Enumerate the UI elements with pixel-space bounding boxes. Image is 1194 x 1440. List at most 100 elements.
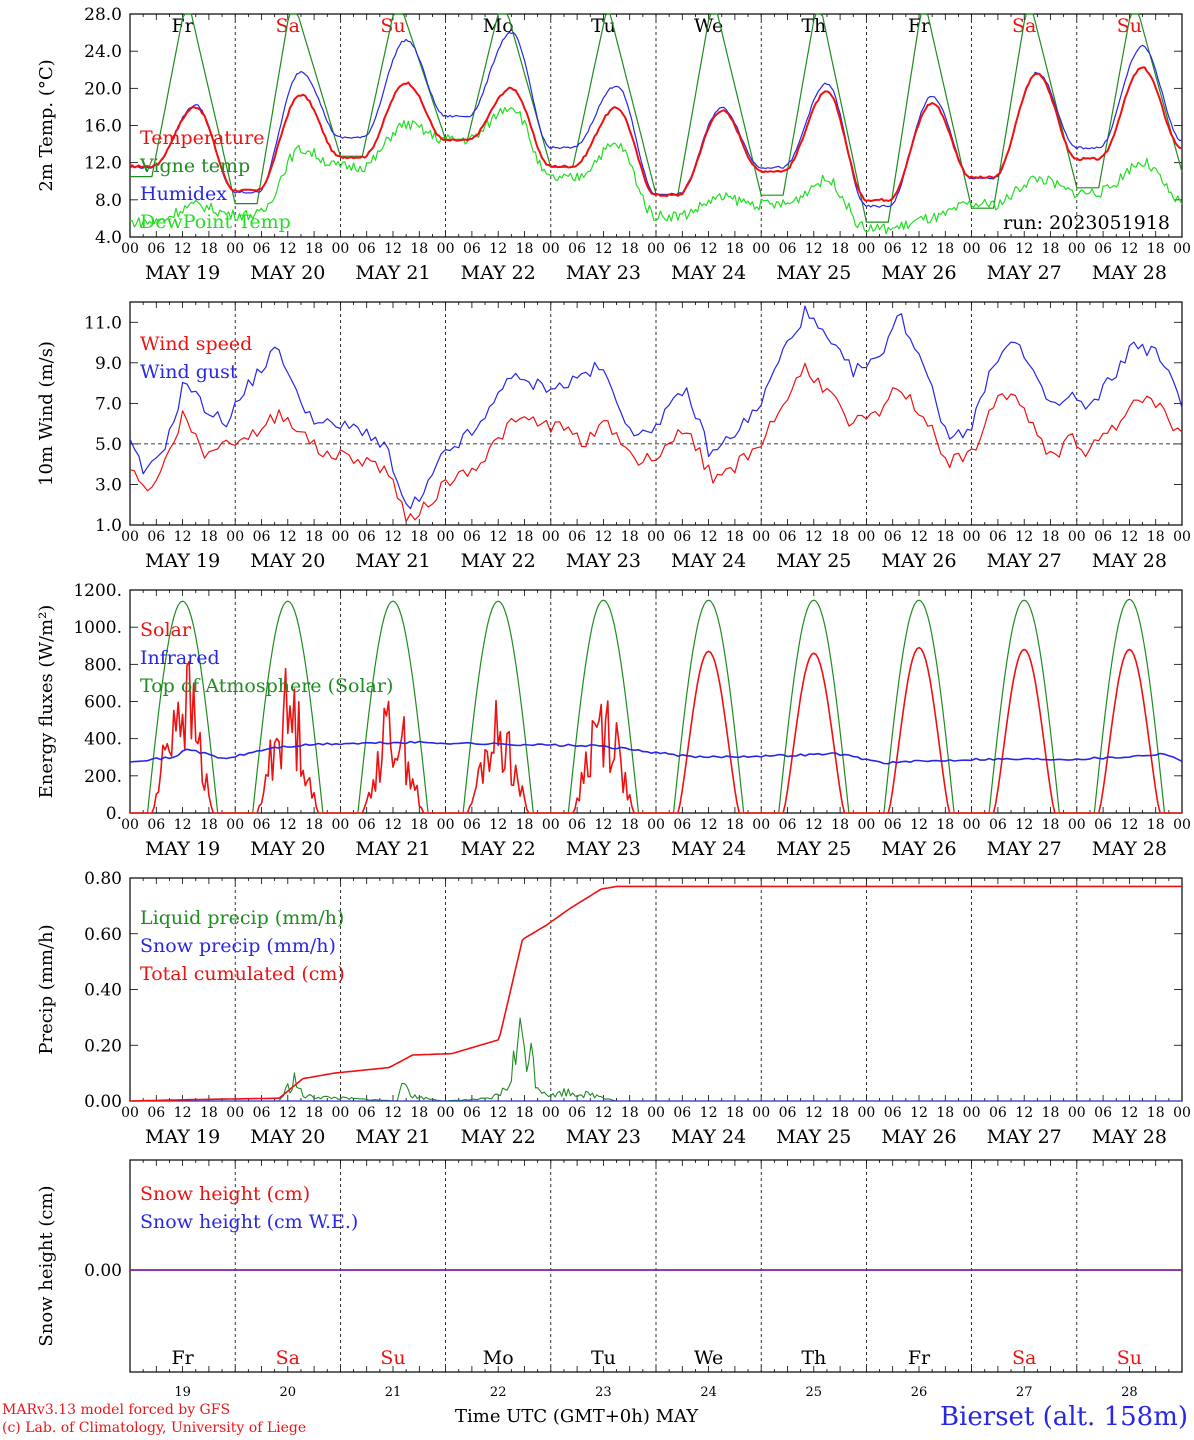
panel-5: 0.00 Snow height (cm) Snow height (cm) Snow… [36,1159,1183,1400]
hour-tick-label: 06 [253,529,271,545]
hour-tick-label: 00 [1068,1105,1086,1121]
hour-tick-label: 18 [936,529,954,545]
hour-tick-label: 18 [1042,1105,1060,1121]
hour-tick-label: 12 [384,817,402,833]
weekday-label: Su [1117,15,1142,37]
hour-tick-label: 00 [752,241,770,257]
panel-4: 0.00 0.20 0.40 0.60 0.80 Precip (mm/h) Liquid … [36,869,1191,1148]
y-tick-label: 0.00 [84,1092,122,1112]
hour-tick-label: 06 [1094,241,1112,257]
hour-tick-label: 12 [384,529,402,545]
weekday-label: Mo [483,1347,514,1369]
hour-tick-label: 12 [805,1105,823,1121]
date-label: MAY 23 [566,550,641,572]
hour-tick-label: 18 [410,817,428,833]
y-tick-label: 0.80 [84,869,122,889]
hour-tick-label: 06 [673,529,691,545]
y-tick-label: 12.0 [84,154,122,174]
date-label: MAY 21 [355,262,430,284]
weekday-label: Sa [1012,1347,1036,1369]
hour-tick-label: 18 [410,529,428,545]
hour-tick-label: 00 [647,1105,665,1121]
hour-tick-label: 12 [1015,817,1033,833]
y-tick-label: 1200. [73,581,122,601]
hour-tick-label: 00 [542,817,560,833]
y-axis-label: Snow height (cm) [36,1185,57,1346]
hour-tick-label: 12 [594,817,612,833]
hour-tick-label: 06 [147,817,165,833]
hour-tick-label: 06 [358,1105,376,1121]
y-tick-label: 9.0 [95,354,122,374]
hour-tick-label: 00 [121,817,139,833]
date-label: MAY 22 [461,1126,536,1148]
hour-tick-label: 00 [963,817,981,833]
y-tick-label: 20.0 [84,79,122,99]
hour-tick-label: 06 [463,817,481,833]
date-label: MAY 19 [145,262,220,284]
weekday-label: Th [801,15,826,37]
panel-2: 1.0 3.0 5.0 7.0 9.0 11.0 10m Wind (m/s) Wind sp… [36,301,1191,572]
date-label: MAY 20 [250,262,325,284]
series-line [130,646,1182,814]
hour-tick-label: 06 [989,817,1007,833]
plot-frame [129,13,1183,238]
y-tick-label: 0.00 [84,1261,122,1281]
weekday-label: Su [380,1347,405,1369]
hour-tick-label: 00 [437,529,455,545]
hour-tick-label: 00 [647,241,665,257]
date-label: MAY 24 [671,550,746,572]
hour-tick-label: 12 [805,817,823,833]
weekday-label: Fr [171,15,194,37]
hour-tick-label: 12 [700,1105,718,1121]
hour-tick-label: 06 [884,817,902,833]
panel-1: 4.0 8.0 12.0 16.0 20.0 24.0 28.0 2m Temp. (°C) F… [36,5,1191,284]
date-label: MAY 26 [881,1126,956,1148]
hour-tick-label: 00 [331,529,349,545]
hour-tick-label: 12 [910,1105,928,1121]
hour-tick-label: 18 [1147,241,1165,257]
date-label: MAY 21 [355,1126,430,1148]
day-number-label: 22 [490,1385,507,1400]
hour-tick-label: 18 [621,817,639,833]
hour-tick-label: 00 [963,241,981,257]
series-line [129,362,1183,523]
hour-tick-label: 00 [542,529,560,545]
hour-tick-label: 00 [542,1105,560,1121]
hour-tick-label: 18 [1147,1105,1165,1121]
hour-tick-label: 00 [752,817,770,833]
weekday-label: Sa [276,15,300,37]
hour-tick-label: 00 [437,241,455,257]
weekday-label: Mo [483,15,514,37]
date-label: MAY 23 [566,262,641,284]
hour-tick-label: 12 [1015,1105,1033,1121]
date-label: MAY 25 [776,1126,851,1148]
hour-tick-label: 18 [410,241,428,257]
hour-tick-label: 12 [1120,241,1138,257]
hour-tick-label: 00 [437,1105,455,1121]
hour-tick-label: 06 [568,817,586,833]
day-number-label: 27 [1016,1385,1033,1400]
hour-tick-label: 06 [673,1105,691,1121]
hour-tick-label: 18 [621,241,639,257]
hour-tick-label: 18 [831,817,849,833]
hour-tick-label: 06 [253,817,271,833]
y-tick-label: 1.0 [95,516,122,536]
y-tick-label: 16.0 [84,117,122,137]
hour-tick-label: 06 [673,241,691,257]
hour-tick-label: 06 [884,1105,902,1121]
hour-tick-label: 06 [463,529,481,545]
hour-tick-label: 18 [516,1105,534,1121]
run-annotation: run: 2023051918 [1003,212,1170,234]
hour-tick-label: 18 [936,241,954,257]
date-label: MAY 28 [1092,262,1167,284]
weekday-label: Su [380,15,405,37]
hour-tick-label: 18 [1042,241,1060,257]
y-axis-label: Precip (mm/h) [36,924,57,1054]
legend-entry: Snow precip (mm/h) [140,935,336,957]
date-label: MAY 20 [250,1126,325,1148]
hour-tick-label: 00 [1173,1105,1191,1121]
hour-tick-label: 12 [489,241,507,257]
hour-tick-label: 00 [752,1105,770,1121]
date-label: MAY 28 [1092,1126,1167,1148]
hour-tick-label: 18 [200,1105,218,1121]
